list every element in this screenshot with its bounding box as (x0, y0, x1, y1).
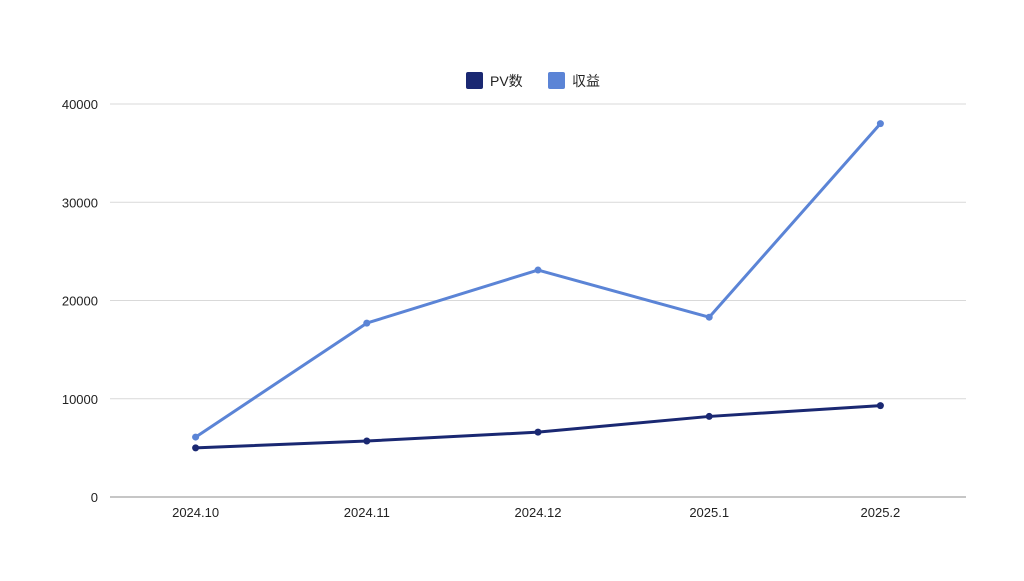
y-tick-label: 40000 (62, 97, 98, 112)
y-tick-label: 0 (91, 490, 98, 505)
data-point (192, 433, 200, 441)
x-tick-label: 2025.2 (861, 505, 901, 520)
y-tick-label: 30000 (62, 195, 98, 210)
x-tick-label: 2024.12 (515, 505, 562, 520)
data-point (534, 428, 542, 436)
data-point (876, 402, 884, 410)
x-axis: 2024.10 2024.11 2024.12 2025.1 2025.2 (110, 496, 966, 520)
legend-swatch (548, 72, 565, 89)
x-tick-label: 2025.1 (689, 505, 729, 520)
data-point (363, 437, 371, 445)
x-tick-label: 2024.10 (172, 505, 219, 520)
gridlines (110, 103, 966, 400)
legend-label: 収益 (572, 73, 600, 89)
data-point (192, 444, 200, 452)
series-lines (192, 120, 884, 452)
data-point (705, 412, 713, 420)
data-point (705, 313, 713, 321)
data-point (363, 319, 371, 327)
x-tick-label: 2024.11 (344, 505, 390, 520)
legend-swatch (466, 72, 483, 89)
legend-item[interactable]: PV数 (466, 72, 523, 89)
legend[interactable]: PV数 収益 (466, 72, 600, 89)
y-axis-tick-labels: 0 10000 20000 30000 40000 (62, 97, 98, 505)
data-point (534, 266, 542, 274)
y-tick-label: 20000 (62, 294, 98, 309)
legend-item[interactable]: 収益 (548, 72, 600, 89)
data-point (876, 120, 884, 128)
legend-label: PV数 (490, 73, 523, 89)
y-tick-label: 10000 (62, 392, 98, 407)
series-line (194, 122, 882, 439)
series-2 (192, 120, 884, 441)
series-line (194, 404, 882, 450)
series-1 (192, 402, 884, 452)
